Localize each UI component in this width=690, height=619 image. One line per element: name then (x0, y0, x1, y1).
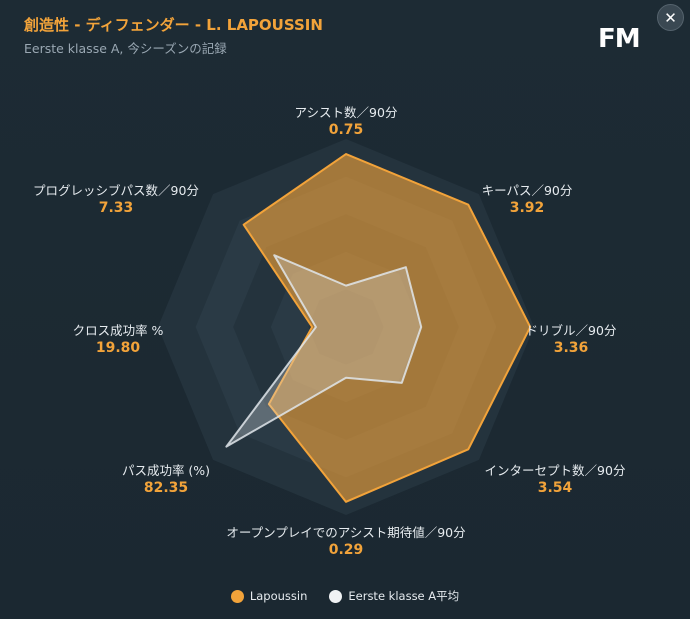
page-title: 創造性 - ディフェンダー - L. LAPOUSSIN (24, 16, 323, 34)
legend-dot-player (230, 589, 244, 603)
axis-label-5: パス成功率 (%) 82.35 (122, 460, 210, 496)
axis-name: クロス成功率 % (72, 323, 164, 338)
axis-label-2: ドリブル／90分 3.36 (526, 320, 617, 356)
page-subtitle: Eerste klasse A, 今シーズンの記録 (24, 41, 227, 56)
legend-item-player[interactable]: Lapoussin (230, 588, 308, 604)
axis-label-7: プログレッシブパス数／90分 7.33 (33, 180, 199, 216)
axis-name: インターセプト数／90分 (484, 463, 626, 478)
series-player-area (242, 153, 532, 503)
axis-name: アシスト数／90分 (294, 105, 398, 120)
legend-dot-average (329, 589, 343, 603)
axis-value: 3.92 (509, 200, 545, 216)
axis-label-4: オープンプレイでのアシスト期待値／90分 0.29 (226, 522, 465, 558)
legend-label-average: Eerste klasse A平均 (348, 589, 460, 603)
axis-value: 0.75 (328, 122, 364, 138)
legend: Lapoussin Eerste klasse A平均 (0, 588, 690, 604)
axis-label-0: アシスト数／90分 0.75 (295, 102, 398, 138)
axis-value: 3.54 (537, 480, 573, 496)
axis-name: ドリブル／90分 (525, 323, 617, 338)
series-average-area (225, 254, 423, 448)
axis-label-3: インターセプト数／90分 3.54 (485, 460, 626, 496)
axis-value: 19.80 (95, 340, 141, 356)
radar-series (225, 153, 532, 503)
axis-value: 3.36 (553, 340, 589, 356)
legend-label-player: Lapoussin (249, 589, 308, 603)
axis-value: 82.35 (143, 480, 189, 496)
axis-value: 0.29 (328, 542, 364, 558)
axis-label-1: キーパス／90分 3.92 (482, 180, 573, 216)
close-icon: ✕ (664, 8, 677, 27)
axis-name: パス成功率 (%) (121, 463, 211, 478)
axis-label-6: クロス成功率 % 19.80 (73, 320, 164, 356)
fm-logo: FM (598, 24, 641, 54)
axis-name: プログレッシブパス数／90分 (33, 183, 199, 198)
axis-name: オープンプレイでのアシスト期待値／90分 (226, 525, 466, 540)
close-button[interactable]: ✕ (657, 4, 684, 31)
legend-item-average[interactable]: Eerste klasse A平均 (329, 588, 459, 604)
axis-value: 7.33 (98, 200, 134, 216)
axis-name: キーパス／90分 (481, 183, 573, 198)
